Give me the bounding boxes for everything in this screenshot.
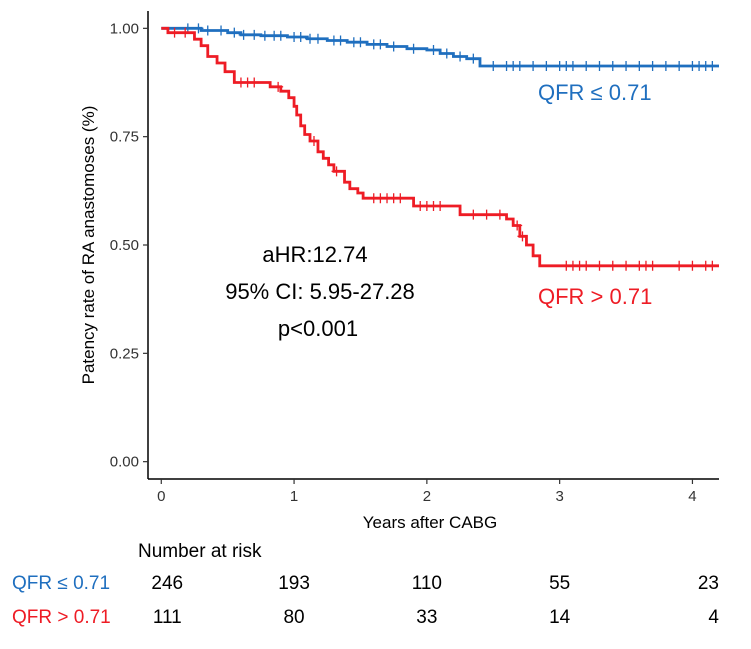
censor-mark	[468, 209, 479, 220]
hazard-ratio-text: aHR:12.74	[262, 242, 367, 267]
censor-mark	[634, 61, 645, 72]
censor-mark	[295, 32, 306, 42]
y-tick-label: 0.75	[110, 129, 139, 146]
risk-row-label: QFR > 0.71	[12, 607, 111, 628]
censor-mark	[567, 61, 578, 72]
x-tick-label: 0	[157, 488, 165, 505]
censor-mark	[674, 260, 685, 271]
censor-mark	[202, 25, 213, 36]
censor-mark	[238, 29, 249, 40]
x-tick-label: 3	[555, 488, 563, 505]
censor-mark	[707, 61, 718, 72]
risk-count: 33	[416, 607, 437, 628]
censor-mark	[455, 51, 466, 62]
risk-count: 80	[283, 607, 304, 628]
risk-table-counts: 246 193 110 55 23 111 80 33 14 4	[151, 573, 719, 628]
risk-count: 246	[151, 573, 183, 594]
censor-mark	[647, 260, 658, 271]
censor-mark	[249, 77, 260, 88]
survival-line-series-0	[161, 26, 719, 68]
x-tick-label: 1	[290, 488, 298, 505]
censor-mark	[512, 220, 523, 231]
censor-mark	[229, 27, 240, 38]
censor-mark	[435, 201, 446, 211]
risk-count: 23	[698, 573, 719, 594]
censor-mark	[581, 61, 592, 72]
censor-mark	[687, 260, 698, 271]
censor-mark	[660, 61, 671, 72]
censor-mark	[395, 193, 406, 204]
p-value-text: p<0.001	[278, 316, 358, 341]
censor-mark	[707, 260, 718, 271]
censor-mark	[388, 41, 399, 52]
censor-mark	[621, 260, 632, 271]
censor-mark	[169, 27, 180, 38]
survival-curves	[161, 23, 719, 271]
censor-mark	[541, 61, 552, 72]
y-tick-label: 1.00	[110, 20, 139, 37]
x-ticks: 0 1 2 3 4	[157, 479, 697, 505]
confidence-interval-text: 95% CI: 5.95-27.28	[225, 279, 415, 304]
censor-mark	[259, 30, 270, 41]
censor-mark	[468, 53, 479, 64]
censor-mark	[647, 61, 658, 72]
survival-line-series-1	[161, 26, 719, 268]
censor-mark	[273, 81, 284, 92]
censor-mark	[517, 231, 528, 242]
y-tick-label: 0.50	[110, 237, 139, 254]
censor-mark	[193, 23, 204, 34]
risk-count: 14	[549, 607, 571, 628]
x-tick-label: 4	[688, 488, 696, 505]
censor-mark	[621, 61, 632, 72]
risk-count: 193	[278, 573, 310, 594]
censor-mark	[180, 27, 191, 38]
censor-mark	[528, 61, 539, 72]
x-axis-title: Years after CABG	[363, 513, 498, 532]
curve-label-qfr-low: QFR ≤ 0.71	[538, 80, 652, 105]
censor-mark	[481, 209, 492, 220]
censor-mark	[594, 61, 605, 72]
censor-mark	[249, 29, 260, 40]
censor-mark	[607, 260, 618, 271]
y-ticks: 0.00 0.25 0.50 0.75 1.00	[110, 20, 148, 471]
censor-mark	[312, 33, 323, 44]
censor-mark	[674, 61, 685, 72]
censor-mark	[494, 209, 505, 220]
risk-count: 4	[708, 607, 719, 628]
censor-mark	[275, 30, 286, 41]
censor-mark	[375, 39, 386, 50]
censor-mark	[428, 45, 439, 55]
censor-mark	[581, 260, 592, 271]
risk-count: 110	[412, 573, 442, 594]
censor-mark	[335, 35, 346, 46]
censor-mark	[408, 43, 419, 54]
censor-mark	[441, 48, 452, 59]
censor-mark	[488, 61, 499, 72]
censor-mark	[308, 136, 319, 146]
censor-mark	[514, 61, 525, 72]
censor-mark	[607, 61, 618, 72]
risk-count: 111	[153, 607, 182, 628]
risk-count: 55	[549, 573, 570, 594]
censor-mark	[594, 260, 605, 271]
censor-mark	[355, 37, 366, 48]
y-tick-label: 0.00	[110, 454, 139, 471]
y-tick-label: 0.25	[110, 345, 139, 362]
y-axis-title: Patency rate of RA anastomoses (%)	[79, 106, 98, 385]
risk-row-label: QFR ≤ 0.71	[12, 573, 110, 594]
curve-label-qfr-high: QFR > 0.71	[538, 284, 652, 309]
x-tick-label: 2	[423, 488, 431, 505]
risk-table-title: Number at risk	[138, 541, 262, 562]
censor-mark	[216, 25, 227, 36]
censor-mark	[331, 166, 342, 177]
